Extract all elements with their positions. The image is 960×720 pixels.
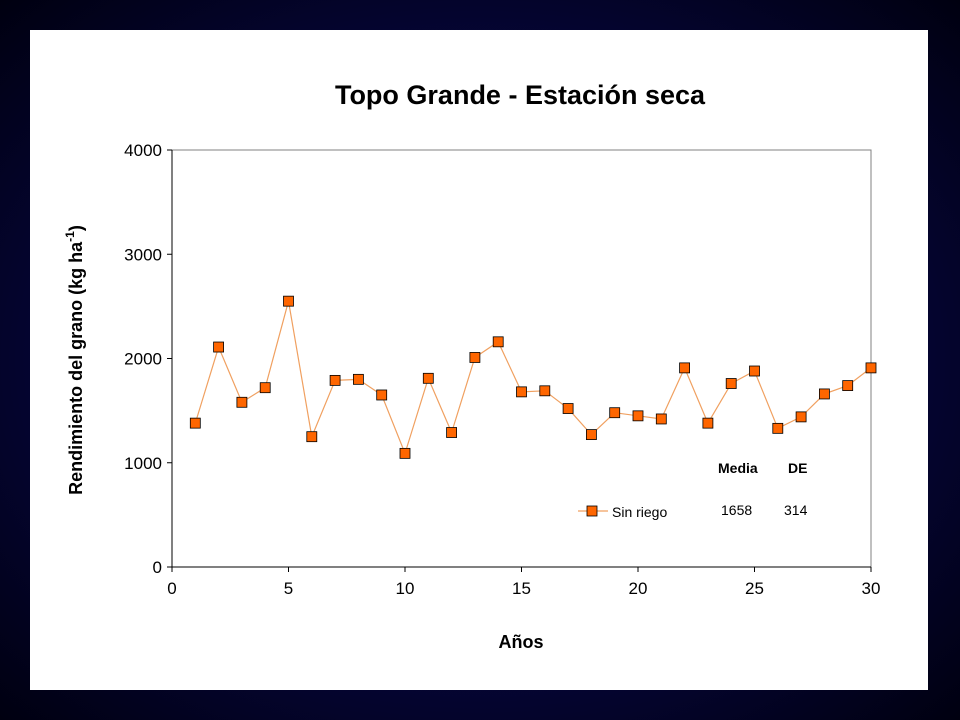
data-point xyxy=(492,336,504,348)
x-tick-label: 25 xyxy=(745,579,764,598)
x-tick-label: 5 xyxy=(284,579,293,598)
stats-header-media: Media xyxy=(718,460,758,476)
x-tick-label: 10 xyxy=(396,579,415,598)
data-point xyxy=(586,429,597,441)
data-point xyxy=(259,382,271,394)
series-sin-riego xyxy=(189,295,877,459)
data-point xyxy=(632,410,644,422)
data-point xyxy=(539,385,551,397)
data-point xyxy=(329,374,341,386)
y-tick-label: 4000 xyxy=(124,141,162,160)
y-axis: 0 1000 2000 3000 4000 xyxy=(124,141,173,577)
data-point xyxy=(725,378,737,389)
stats-value-media: 1658 xyxy=(721,502,752,518)
stats-value-de: 314 xyxy=(784,502,808,518)
data-point xyxy=(376,389,388,401)
data-point xyxy=(772,422,784,434)
y-axis-title-close: ) xyxy=(66,225,86,231)
legend-label: Sin riego xyxy=(612,504,667,520)
x-axis: 0 5 10 15 20 25 30 xyxy=(167,566,881,598)
data-point xyxy=(702,417,714,429)
x-tick-label: 15 xyxy=(512,579,531,598)
y-tick-label: 2000 xyxy=(124,350,162,369)
data-point xyxy=(189,417,201,429)
data-point xyxy=(562,403,574,414)
data-point xyxy=(469,352,481,363)
x-tick-label: 0 xyxy=(167,579,176,598)
data-point xyxy=(655,413,667,425)
data-point xyxy=(795,411,807,423)
data-point xyxy=(679,362,690,374)
data-point xyxy=(352,373,364,385)
stats-header-de: DE xyxy=(788,460,807,476)
data-point xyxy=(819,388,830,400)
y-axis-title-text: Rendimiento del grano (kg ha xyxy=(66,241,86,495)
y-axis-title: Rendimiento del grano (kg ha-1) xyxy=(63,225,86,495)
chart-title: Topo Grande - Estación seca xyxy=(335,80,706,110)
y-tick-label: 1000 xyxy=(124,454,162,473)
data-point xyxy=(422,372,434,384)
line-chart: Topo Grande - Estación seca 010002000300… xyxy=(63,80,881,652)
data-point xyxy=(306,431,318,443)
data-point xyxy=(399,447,411,459)
data-point xyxy=(516,386,527,398)
chart-panel: Topo Grande - Estación seca 0 1000 2000 300… xyxy=(30,30,928,690)
x-tick-label: 20 xyxy=(629,579,648,598)
y-tick-label: 3000 xyxy=(124,245,162,264)
data-point xyxy=(842,380,854,392)
data-point xyxy=(749,365,760,377)
data-point xyxy=(865,362,877,374)
data-point xyxy=(236,396,248,408)
y-tick-label: 0 xyxy=(153,558,162,577)
data-point xyxy=(609,407,621,419)
series-line xyxy=(194,301,872,456)
legend: Sin riego xyxy=(578,504,667,520)
legend-marker xyxy=(586,505,598,517)
data-point xyxy=(213,341,225,353)
data-point xyxy=(446,427,458,438)
x-axis-title: Años xyxy=(499,632,544,652)
stats-table: Media DE 1658 314 xyxy=(718,460,808,518)
x-tick-label: 30 xyxy=(862,579,881,598)
plot-area xyxy=(171,149,872,568)
y-axis-title-superscript: -1 xyxy=(63,231,77,242)
data-point xyxy=(283,295,294,307)
